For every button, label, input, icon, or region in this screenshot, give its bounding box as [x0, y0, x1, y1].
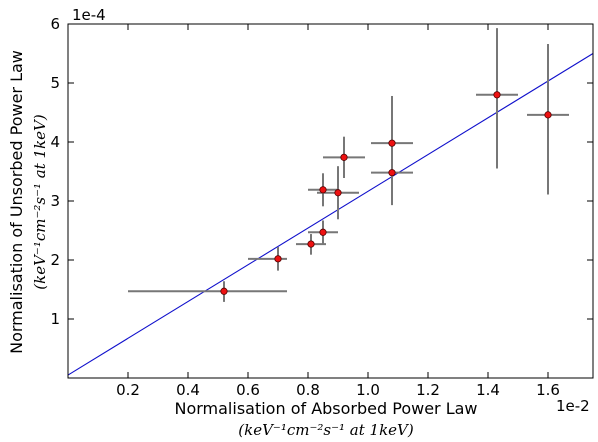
data-point: [307, 240, 315, 248]
error-bars: [128, 28, 569, 302]
data-point: [274, 255, 282, 263]
data-point: [388, 169, 396, 177]
x-tick-label: 1.4: [476, 381, 500, 399]
data-point: [493, 91, 501, 99]
x-axis-title: Normalisation of Absorbed Power Law: [174, 399, 477, 418]
fit-line-layer: [67, 53, 594, 376]
fit-line: [67, 53, 594, 376]
axes: 0.2 0.4 0.6 0.8 1.0 1.2 1.4 1.6 1 2 3 4 5 6: [50, 15, 594, 399]
x-exponent-label: 1e-2: [556, 397, 590, 415]
data-point: [340, 153, 348, 161]
x-tick-label: 0.6: [236, 381, 260, 399]
data-points: [220, 91, 552, 295]
x-tick-label: 1.0: [356, 381, 380, 399]
y-tick-label: 4: [50, 133, 60, 151]
x-tick-label: 1.2: [416, 381, 440, 399]
y-axis-units: (keV⁻¹cm⁻²s⁻¹ at 1keV): [31, 114, 49, 290]
y-exponent-label: 1e-4: [72, 6, 106, 24]
y-tick-label: 1: [50, 310, 60, 328]
y-tick-label: 2: [50, 251, 60, 269]
y-tick-label: 6: [50, 15, 60, 33]
x-tick-label: 0.4: [176, 381, 200, 399]
x-tick-label: 0.8: [296, 381, 320, 399]
x-tick-label: 0.2: [116, 381, 140, 399]
data-point: [319, 186, 327, 194]
data-point: [220, 287, 228, 295]
x-tick-label: 1.6: [536, 381, 560, 399]
y-axis-title: Normalisation of Unsorbed Power Law: [7, 50, 26, 354]
data-point: [544, 111, 552, 119]
data-point: [319, 228, 327, 236]
x-axis-units: (keV⁻¹cm⁻²s⁻¹ at 1keV): [238, 421, 414, 439]
plot-frame: [67, 23, 594, 379]
y-tick-label: 3: [50, 192, 60, 210]
y-tick-label: 5: [50, 74, 60, 92]
data-point: [334, 189, 342, 197]
data-point: [388, 139, 396, 147]
